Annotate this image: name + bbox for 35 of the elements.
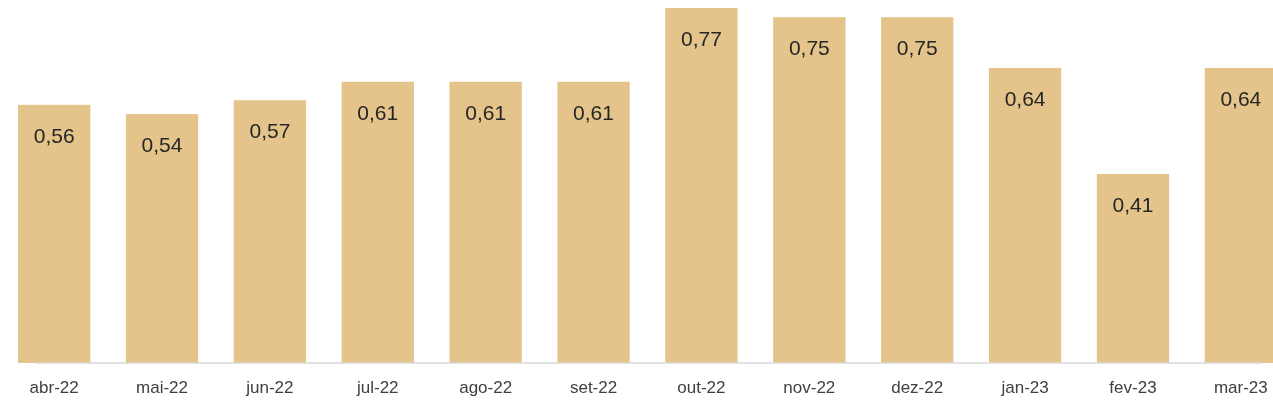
bar — [233, 100, 307, 363]
bar — [449, 81, 522, 363]
data-label: 0,61 — [573, 100, 614, 124]
x-tick-label: mar-23 — [1213, 378, 1268, 397]
x-tick-label: jan-23 — [1000, 378, 1049, 397]
bar — [341, 81, 414, 363]
bar — [1096, 173, 1170, 363]
bar — [18, 104, 91, 363]
data-label: 0,64 — [1004, 86, 1046, 110]
data-label: 0,61 — [357, 100, 399, 124]
data-label: 0,75 — [896, 36, 938, 60]
x-tick-label: nov-22 — [783, 378, 836, 397]
x-tick-label: dez-22 — [891, 378, 944, 397]
x-tick-label: abr-22 — [29, 378, 79, 397]
bar — [557, 81, 630, 363]
bar — [881, 17, 954, 363]
x-tick-label: mai-22 — [136, 378, 189, 397]
bar — [773, 17, 846, 363]
x-tick-label: jul-22 — [355, 378, 399, 397]
bar — [125, 114, 199, 363]
x-tick-label: ago-22 — [459, 378, 513, 397]
data-label: 0,41 — [1112, 192, 1154, 216]
bar — [988, 67, 1062, 363]
x-tick-label: set-22 — [569, 378, 618, 397]
data-label: 0,77 — [681, 27, 722, 50]
data-label: 0,61 — [465, 100, 507, 124]
data-label: 0,57 — [249, 119, 291, 143]
x-tick-label: fev-23 — [1109, 378, 1157, 397]
bar — [665, 8, 738, 363]
data-label: 0,75 — [788, 36, 830, 60]
x-tick-label: jun-22 — [245, 378, 294, 397]
x-tick-label: out-22 — [677, 378, 726, 397]
data-label: 0,54 — [141, 133, 183, 157]
data-label: 0,56 — [33, 123, 75, 147]
data-label: 0,64 — [1220, 86, 1262, 110]
